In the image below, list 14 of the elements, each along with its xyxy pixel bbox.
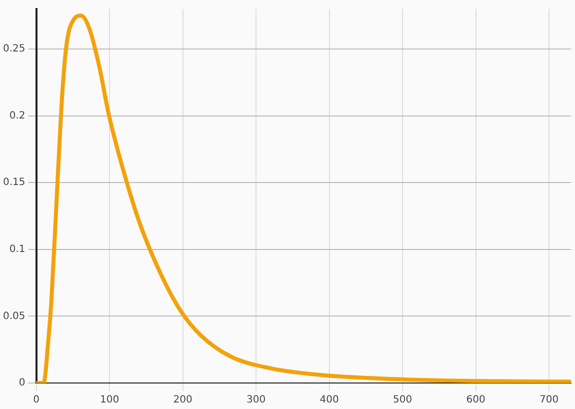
y-tick-label: 0.25 (3, 44, 26, 55)
y-tick-label: 0.1 (9, 244, 26, 256)
x-tick-label: 0 (33, 394, 40, 406)
x-tick-label: 300 (246, 394, 266, 406)
x-tick-label: 500 (392, 394, 412, 406)
x-tick-label: 400 (320, 394, 339, 406)
x-tick-label: 700 (539, 394, 559, 406)
y-tick-label: 0.15 (3, 177, 26, 188)
y-tick-label: 0 (18, 378, 26, 389)
x-tick-label: 100 (100, 394, 120, 406)
x-tick-label: 600 (466, 394, 486, 406)
x-tick-label: 200 (173, 394, 192, 406)
y-tick-label: 0.05 (3, 310, 26, 322)
y-tick-label: 0.2 (9, 110, 26, 122)
